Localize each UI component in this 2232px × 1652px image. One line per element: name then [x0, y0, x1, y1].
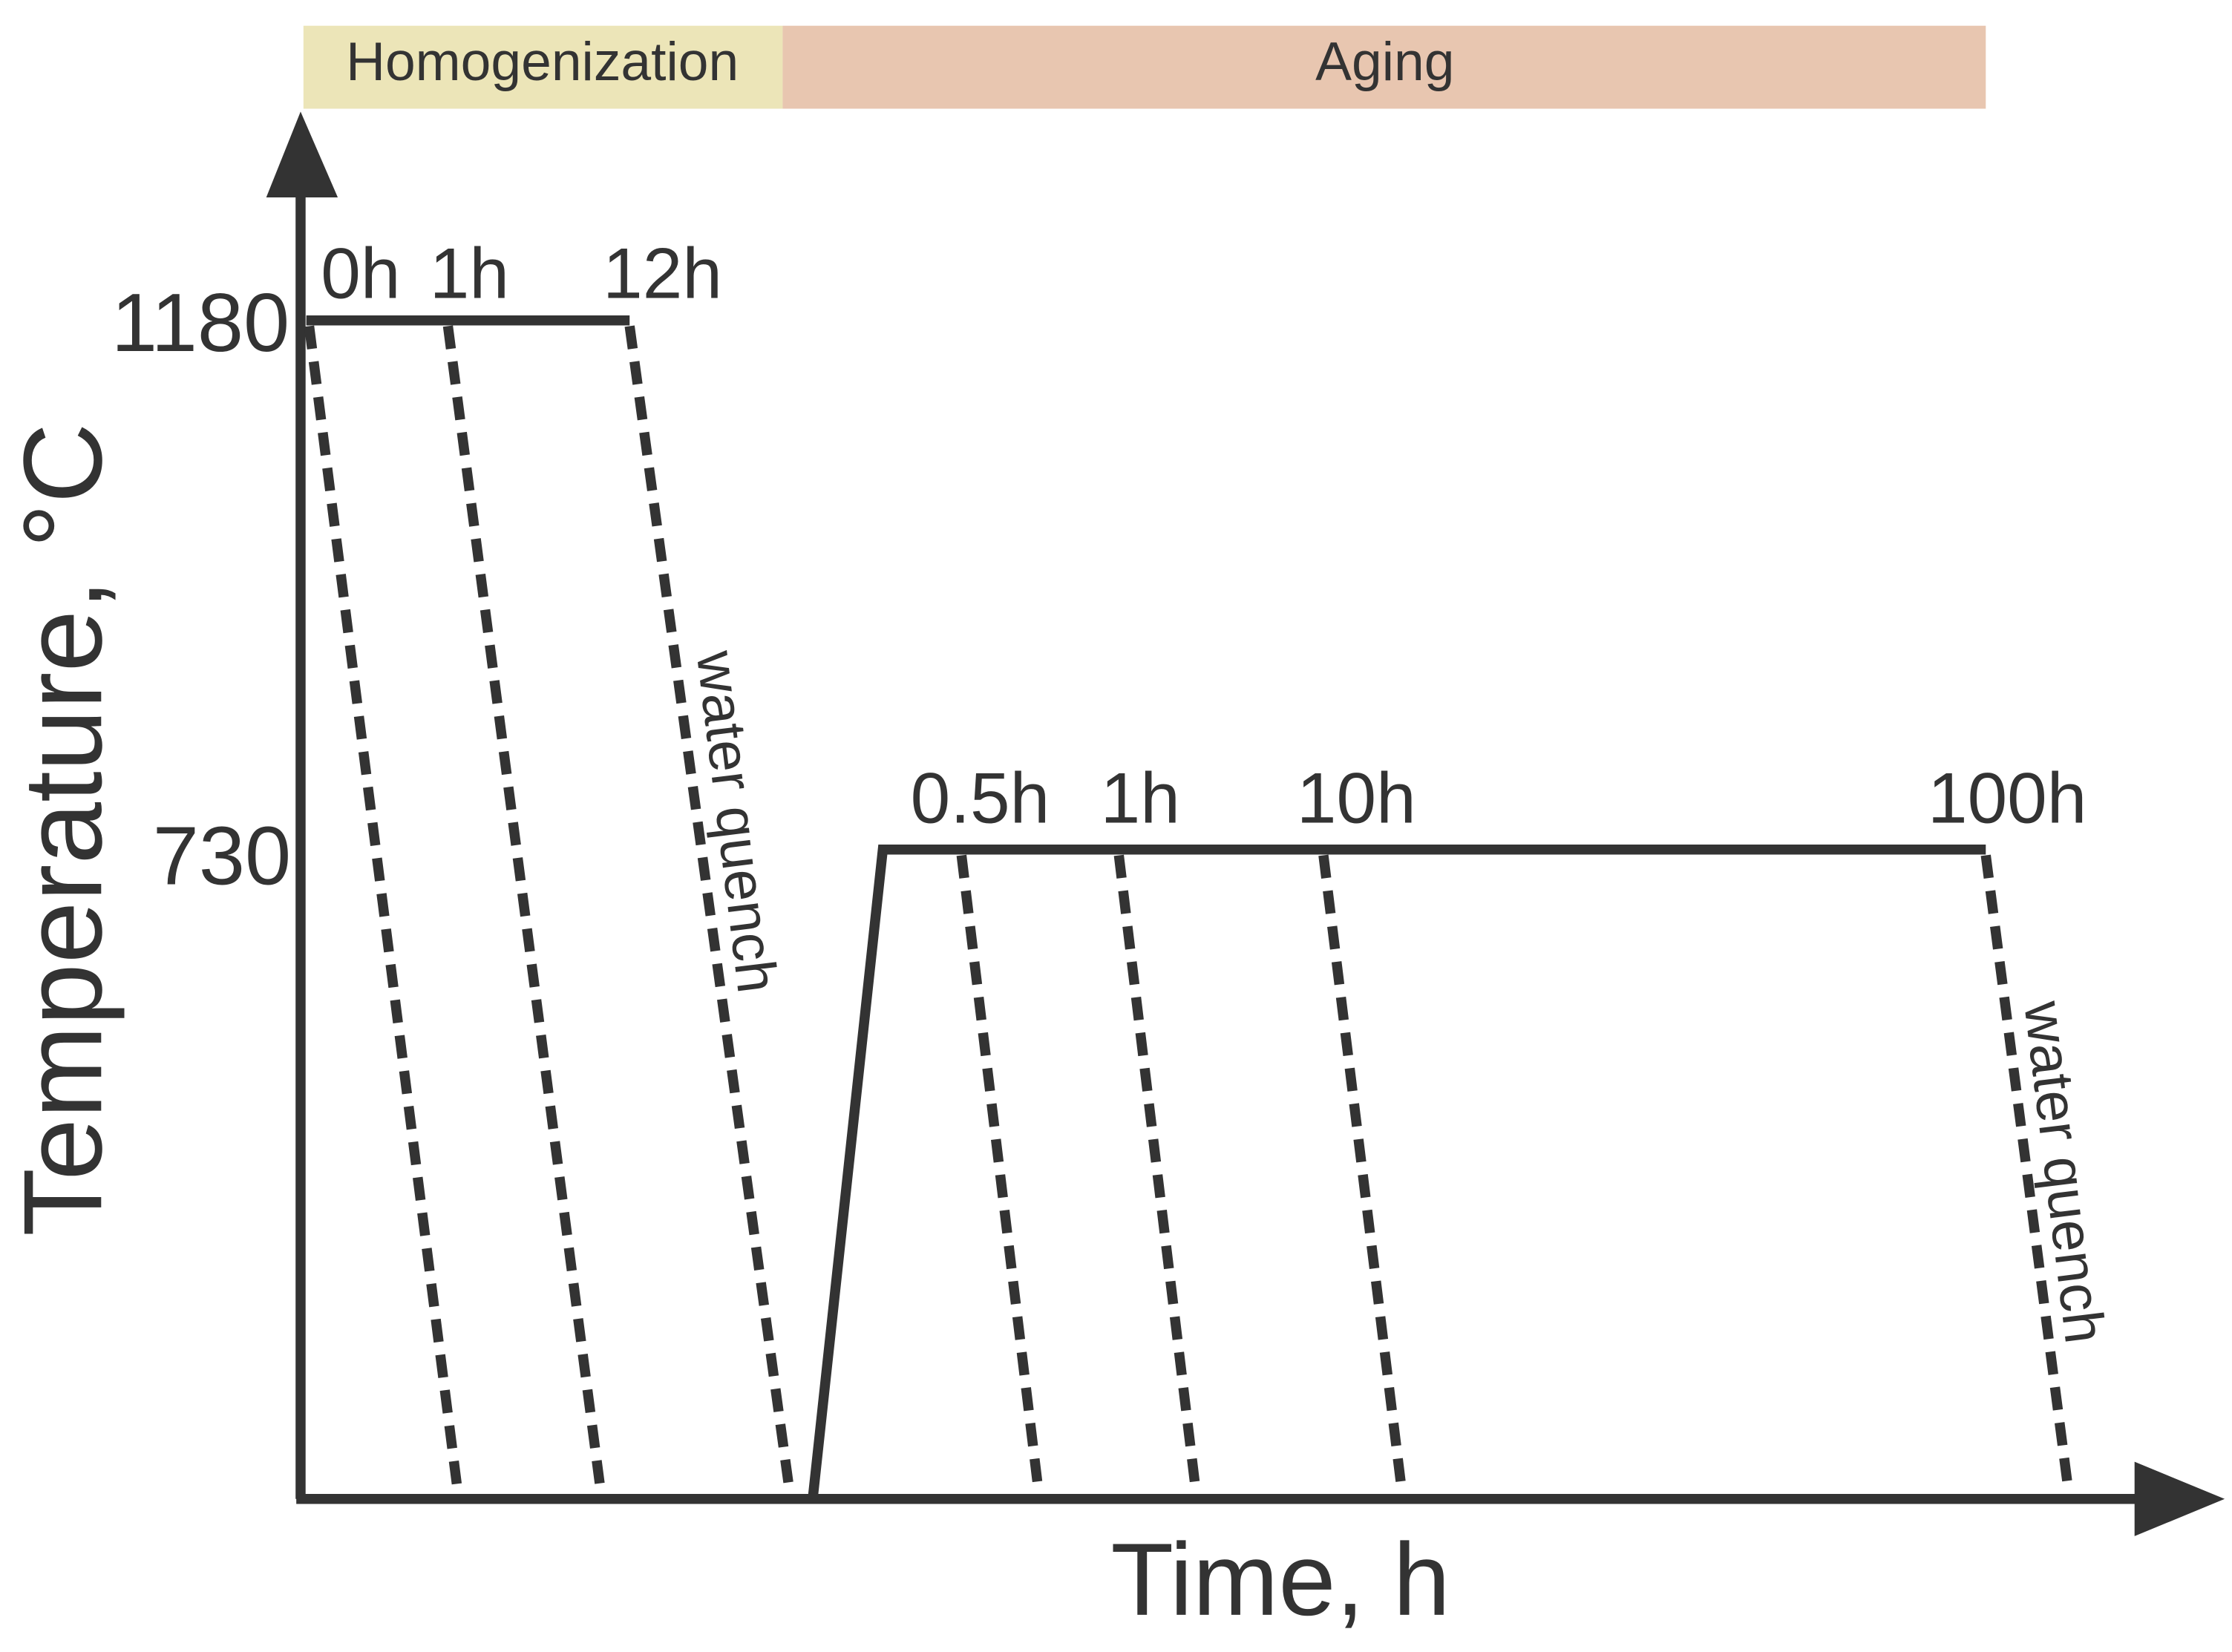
- time-label: 100h: [1928, 759, 2087, 839]
- stage-label: Homogenization: [346, 31, 739, 92]
- annotation: water quench: [684, 647, 790, 997]
- x-axis-arrow: [2134, 1461, 2225, 1536]
- y-axis-title: Temperature, °C: [0, 423, 125, 1236]
- quench-line: [624, 325, 795, 1494]
- time-label: 0.5h: [911, 759, 1050, 839]
- aging-band: [782, 25, 1986, 109]
- time-label: 1h: [430, 234, 509, 313]
- stage-label: Aging: [1315, 31, 1454, 92]
- quench-line: [304, 325, 463, 1494]
- homogenization-band: [303, 25, 783, 109]
- quench-line: [956, 854, 1044, 1494]
- x-axis-title: Time, h: [1110, 1522, 1450, 1637]
- temperature-label: 730: [153, 810, 291, 902]
- time-label: 12h: [603, 234, 722, 313]
- temperature-label: 1180: [111, 276, 289, 369]
- quench-line: [1113, 854, 1202, 1494]
- annotation: water quench: [2012, 997, 2117, 1347]
- time-label: 10h: [1297, 759, 1416, 839]
- aging-profile: [808, 845, 1986, 1500]
- quench-line: [442, 325, 606, 1494]
- time-label: 1h: [1101, 759, 1180, 839]
- time-label: 0h: [321, 234, 400, 313]
- y-axis-arrow: [266, 111, 338, 197]
- quench-line: [1318, 854, 1407, 1494]
